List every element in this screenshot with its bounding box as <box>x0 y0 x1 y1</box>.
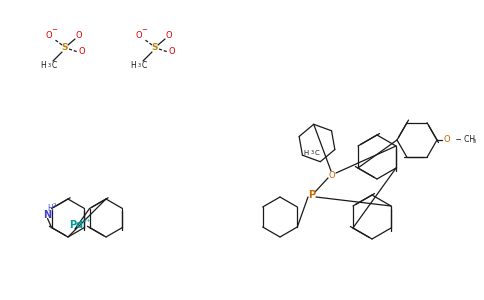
Text: H: H <box>40 61 46 70</box>
Text: O: O <box>169 47 175 56</box>
Text: O: O <box>329 170 335 179</box>
Text: P: P <box>308 190 316 200</box>
Text: C: C <box>52 61 57 70</box>
Text: C: C <box>315 150 320 156</box>
Text: S: S <box>152 44 158 52</box>
Text: H: H <box>130 61 136 70</box>
Text: N: N <box>44 211 52 220</box>
Text: Pd: Pd <box>69 220 83 230</box>
Text: S: S <box>62 44 68 52</box>
Text: 3: 3 <box>48 63 51 68</box>
Text: 3: 3 <box>473 139 476 144</box>
Text: O: O <box>76 31 82 40</box>
Text: H: H <box>304 150 309 156</box>
Text: O: O <box>45 31 52 40</box>
Text: −: − <box>51 27 57 33</box>
Text: 3: 3 <box>311 150 314 155</box>
Text: O: O <box>79 47 85 56</box>
Text: O: O <box>166 31 172 40</box>
Text: 2: 2 <box>53 203 56 208</box>
Text: O: O <box>443 136 450 145</box>
Text: −: − <box>141 27 147 33</box>
Text: 2+: 2+ <box>82 218 91 224</box>
Text: O: O <box>136 31 142 40</box>
Text: − CH: − CH <box>453 136 475 145</box>
Text: H: H <box>47 204 53 213</box>
Text: 3: 3 <box>138 63 141 68</box>
Text: C: C <box>142 61 147 70</box>
